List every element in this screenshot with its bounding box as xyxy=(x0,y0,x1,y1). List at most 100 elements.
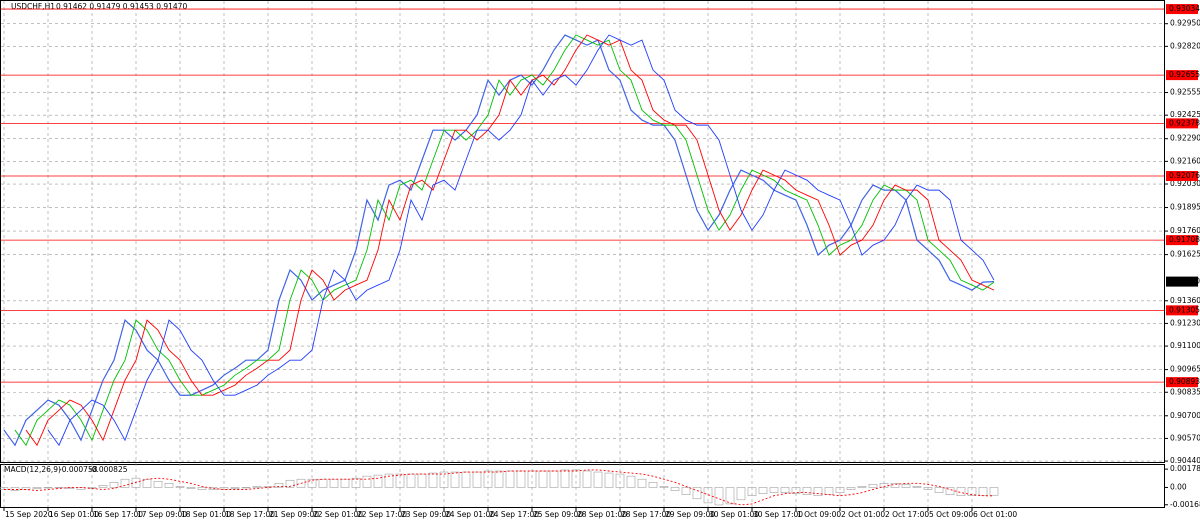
price-label: 0.91470 xyxy=(1169,277,1200,286)
macd-bar xyxy=(439,471,449,488)
x-tick-label: 5 Oct 09:00 xyxy=(929,510,973,519)
x-tick-label: 15 Sep 2020 xyxy=(5,510,53,519)
y-tick-label: 0.00 xyxy=(1170,482,1187,491)
level-label: 0.92378 xyxy=(1169,118,1200,127)
macd-bar xyxy=(703,487,713,504)
x-tick-label: 2 Oct 01:00 xyxy=(841,510,885,519)
macd-bar xyxy=(868,484,878,488)
macd-bar xyxy=(956,487,966,496)
y-tick-label: 0.90965 xyxy=(1170,365,1200,374)
x-tick-label: 22 Sep 01:00 xyxy=(313,510,363,519)
x-tick-label: 22 Sep 17:00 xyxy=(357,510,407,519)
macd-bar xyxy=(637,478,647,488)
price-box xyxy=(1166,276,1198,287)
y-tick-label: 0.90440 xyxy=(1170,456,1200,465)
y-tick-label: -0.001684 xyxy=(1170,500,1200,509)
macd-readout: -0.000758 xyxy=(59,465,98,474)
macd-bar xyxy=(802,487,812,495)
x-tick-label: 24 Sep 17:00 xyxy=(489,510,539,519)
x-tick-label: 17 Sep 09:00 xyxy=(137,510,187,519)
macd-bar xyxy=(560,469,570,488)
macd-bar xyxy=(186,487,196,489)
macd-bar xyxy=(395,473,405,488)
macd-bar xyxy=(10,487,20,491)
macd-bar xyxy=(912,486,922,488)
x-tick-label: 1 Oct 09:00 xyxy=(797,510,841,519)
x-tick-label: 23 Sep 09:00 xyxy=(401,510,451,519)
level-box xyxy=(1166,70,1198,81)
macd-bar xyxy=(230,487,240,489)
y-tick-label: 0.90835 xyxy=(1170,387,1200,396)
macd-bar xyxy=(219,487,229,490)
macd-bar xyxy=(934,487,944,493)
ohlc-label: 0.91462 0.91479 0.91453 0.91470 xyxy=(56,2,187,11)
macd-bar xyxy=(582,470,592,488)
y-tick-label: 0.92160 xyxy=(1170,156,1200,165)
y-tick-label: 0.92030 xyxy=(1170,179,1200,188)
macd-bar xyxy=(747,487,757,496)
macd-bar xyxy=(736,487,746,501)
macd-bar xyxy=(274,483,284,488)
macd-bar xyxy=(131,477,141,488)
level-label: 0.93034 xyxy=(1169,4,1200,13)
macd-bar xyxy=(263,486,273,488)
macd-bar xyxy=(538,470,548,488)
level-box xyxy=(1166,4,1198,15)
moving-average xyxy=(25,34,995,447)
x-tick-label: 6 Oct 01:00 xyxy=(973,510,1017,519)
x-tick-label: 16 Sep 17:00 xyxy=(93,510,143,519)
macd-bar xyxy=(384,473,394,488)
macd-bar xyxy=(648,482,658,488)
macd-bar xyxy=(164,483,174,488)
macd-bar xyxy=(670,487,680,491)
macd-bar xyxy=(241,487,251,489)
macd-bar xyxy=(54,487,64,489)
level-label: 0.90893 xyxy=(1169,377,1200,386)
macd-bar xyxy=(208,487,218,490)
macd-bar xyxy=(285,479,295,488)
x-tick-label: 16 Sep 01:00 xyxy=(49,510,99,519)
level-box xyxy=(1166,377,1198,388)
macd-bar xyxy=(857,486,867,488)
macd-bar xyxy=(780,487,790,493)
macd-bar xyxy=(846,487,856,490)
level-box xyxy=(1166,170,1198,181)
macd-bar xyxy=(835,487,845,493)
macd-bar xyxy=(32,487,42,489)
macd-bar xyxy=(109,482,119,488)
macd-bar xyxy=(175,486,185,488)
macd-bar xyxy=(604,472,614,488)
macd-bar xyxy=(153,480,163,488)
macd-bar xyxy=(549,470,559,488)
y-tick-label: 0.90570 xyxy=(1170,433,1200,442)
macd-bar xyxy=(626,475,636,488)
level-label: 0.92655 xyxy=(1169,70,1200,79)
macd-bar xyxy=(483,470,493,488)
macd-bar xyxy=(296,478,306,488)
x-tick-label: 28 Sep 17:00 xyxy=(621,510,671,519)
macd-frame xyxy=(0,464,1165,508)
level-label: 0.91305 xyxy=(1169,305,1200,314)
macd-bar xyxy=(98,485,108,488)
macd-bar xyxy=(923,487,933,490)
macd-bar xyxy=(769,487,779,493)
y-tick-label: 0.92555 xyxy=(1170,88,1200,97)
x-tick-label: 28 Sep 01:00 xyxy=(577,510,627,519)
x-tick-label: 25 Sep 09:00 xyxy=(533,510,583,519)
y-tick-label: 0.91230 xyxy=(1170,318,1200,327)
y-tick-label: 0.90700 xyxy=(1170,411,1200,420)
macd-bar xyxy=(505,470,515,488)
y-tick-label: 0.91895 xyxy=(1170,203,1200,212)
macd-bar xyxy=(615,473,625,488)
macd-bar xyxy=(120,478,130,488)
macd-bar xyxy=(714,487,724,506)
macd-title: MACD(12,26,9) xyxy=(4,465,61,474)
macd-bar xyxy=(417,473,427,488)
macd-bar xyxy=(351,477,361,488)
macd-bar xyxy=(692,487,702,500)
price-line xyxy=(3,34,995,447)
x-tick-label: 18 Sep 17:00 xyxy=(225,510,275,519)
macd-bar xyxy=(813,487,823,496)
